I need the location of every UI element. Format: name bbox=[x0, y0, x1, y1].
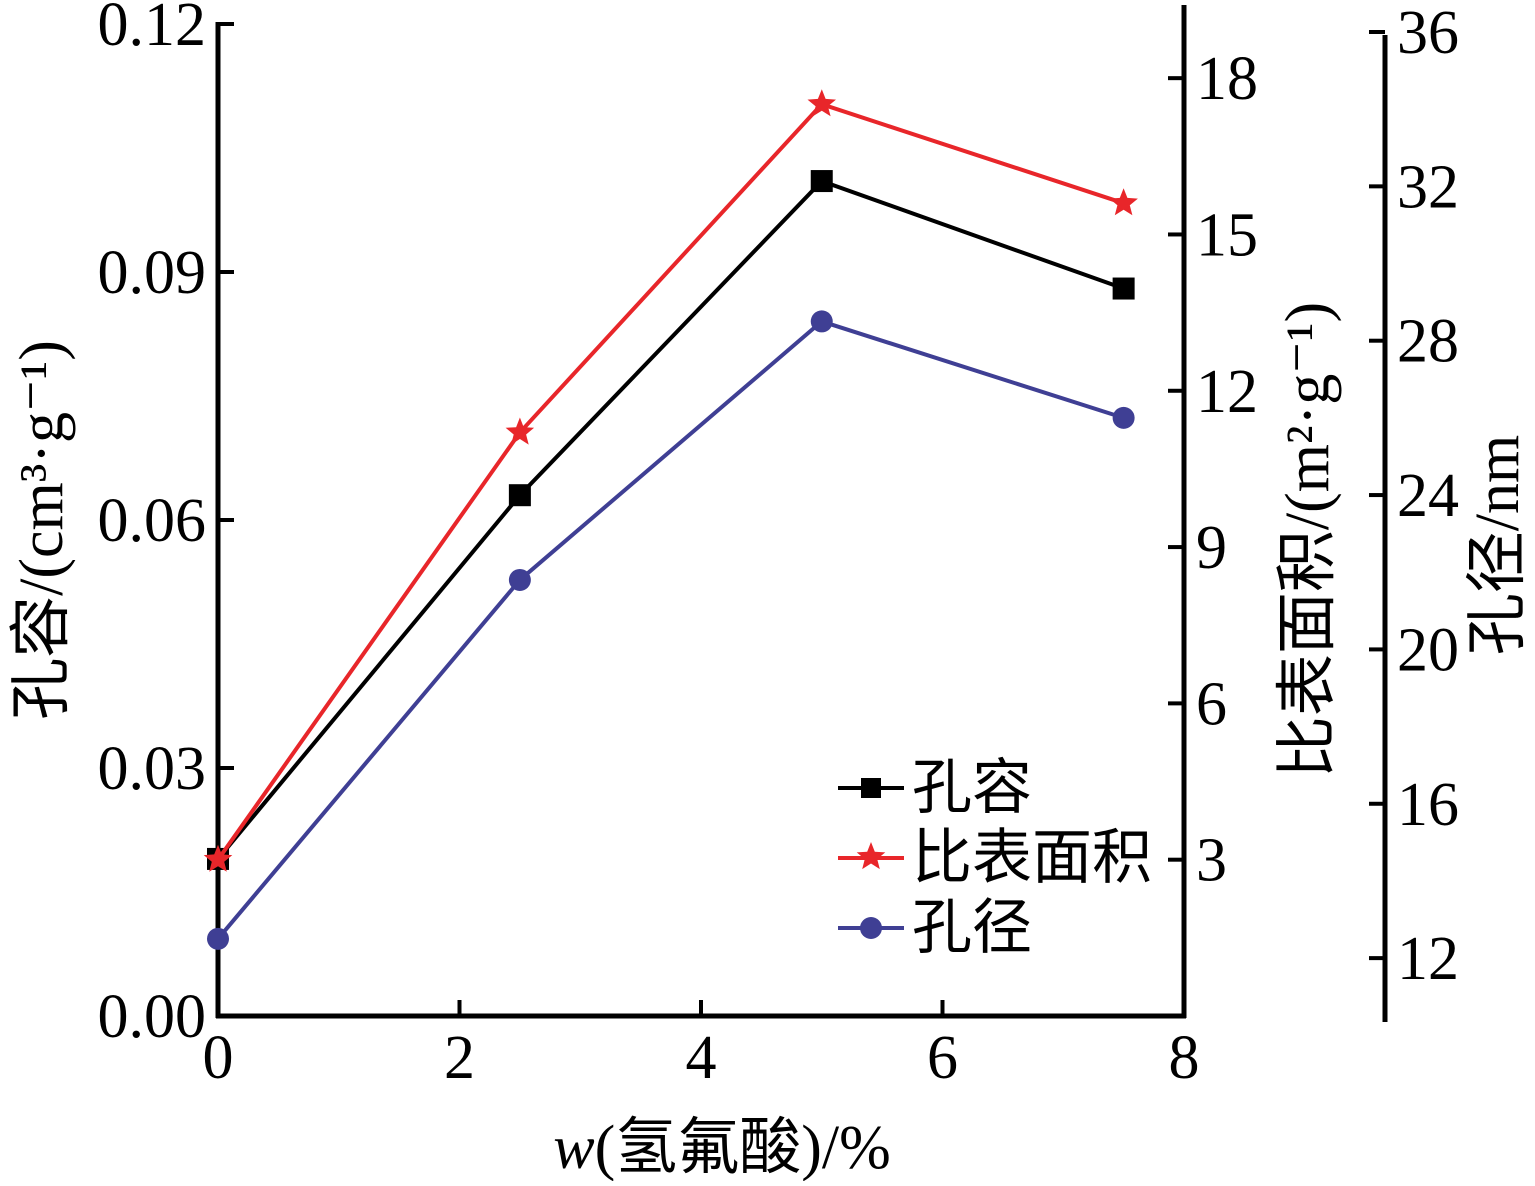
y2-tick-label-3: 12 bbox=[1196, 358, 1258, 426]
x-axis-title: w(氢氟酸)/% bbox=[553, 1114, 891, 1181]
series-1-point-1 bbox=[505, 417, 535, 445]
y3-tick-label-0: 12 bbox=[1397, 925, 1459, 993]
series-1-point-3 bbox=[1109, 188, 1138, 216]
y1-tick-label-0: 0.00 bbox=[98, 983, 207, 1051]
y3-tick-label-4: 28 bbox=[1397, 308, 1459, 376]
series-1-point-0 bbox=[203, 844, 233, 872]
x-axis-title-rest: (氢氟酸)/% bbox=[595, 1114, 891, 1181]
series-line-1 bbox=[216, 101, 1125, 861]
legend-marker-square bbox=[861, 778, 881, 798]
x-tick-label-1: 2 bbox=[444, 1024, 475, 1092]
series-2-point-1 bbox=[508, 568, 531, 591]
y2-tick-label-1: 6 bbox=[1196, 670, 1227, 738]
series-0-point-1 bbox=[508, 484, 531, 507]
y3-tick-label-2: 20 bbox=[1397, 616, 1459, 684]
series-line-2 bbox=[216, 319, 1125, 941]
series-2-point-3 bbox=[1112, 406, 1135, 429]
y1-tick-label-3: 0.09 bbox=[98, 239, 207, 307]
y3-tick-label-5: 32 bbox=[1397, 153, 1459, 221]
legend-label-2: 孔径 bbox=[912, 895, 1032, 961]
legend: 孔容 比表面积 孔径 bbox=[838, 755, 1152, 961]
legend-marker-star bbox=[856, 842, 886, 870]
y2-tick-label-5: 18 bbox=[1196, 45, 1258, 113]
y1-tick-label-4: 0.12 bbox=[98, 0, 207, 59]
x-tick-label-0: 0 bbox=[203, 1024, 234, 1092]
legend-marker-circle bbox=[860, 917, 882, 939]
y3-tick-label-1: 16 bbox=[1397, 771, 1459, 839]
x-tick-label-2: 4 bbox=[686, 1024, 717, 1092]
y2-tick-label-4: 15 bbox=[1196, 201, 1258, 269]
series-0-point-3 bbox=[1112, 277, 1135, 300]
series-line-0 bbox=[216, 178, 1125, 861]
y2-tick-label-0: 3 bbox=[1196, 827, 1227, 895]
y3-tick-label-3: 24 bbox=[1397, 462, 1459, 530]
legend-label-0: 孔容 bbox=[912, 755, 1032, 821]
series-1-point-2 bbox=[807, 89, 836, 117]
y1-tick-label-2: 0.06 bbox=[98, 487, 207, 555]
x-axis-title-italic: w bbox=[553, 1114, 594, 1181]
x-tick-label-3: 6 bbox=[927, 1024, 958, 1092]
y1-tick-label-1: 0.03 bbox=[98, 735, 207, 803]
y2-axis-title: 比表面积/(m²·g⁻¹) bbox=[1274, 302, 1342, 778]
y3-axis-title: 孔径/nm bbox=[1464, 435, 1532, 655]
x-tick-label-4: 8 bbox=[1169, 1024, 1200, 1092]
y1-axis-title: 孔容/(cm³·g⁻¹) bbox=[8, 340, 76, 720]
series-2-point-2 bbox=[810, 310, 833, 333]
series-2-point-0 bbox=[207, 927, 229, 950]
y3-tick-label-6: 36 bbox=[1397, 0, 1459, 67]
y2-tick-label-2: 9 bbox=[1196, 514, 1227, 582]
series-0-point-2 bbox=[810, 170, 833, 193]
legend-label-1: 比表面积 bbox=[912, 825, 1152, 891]
